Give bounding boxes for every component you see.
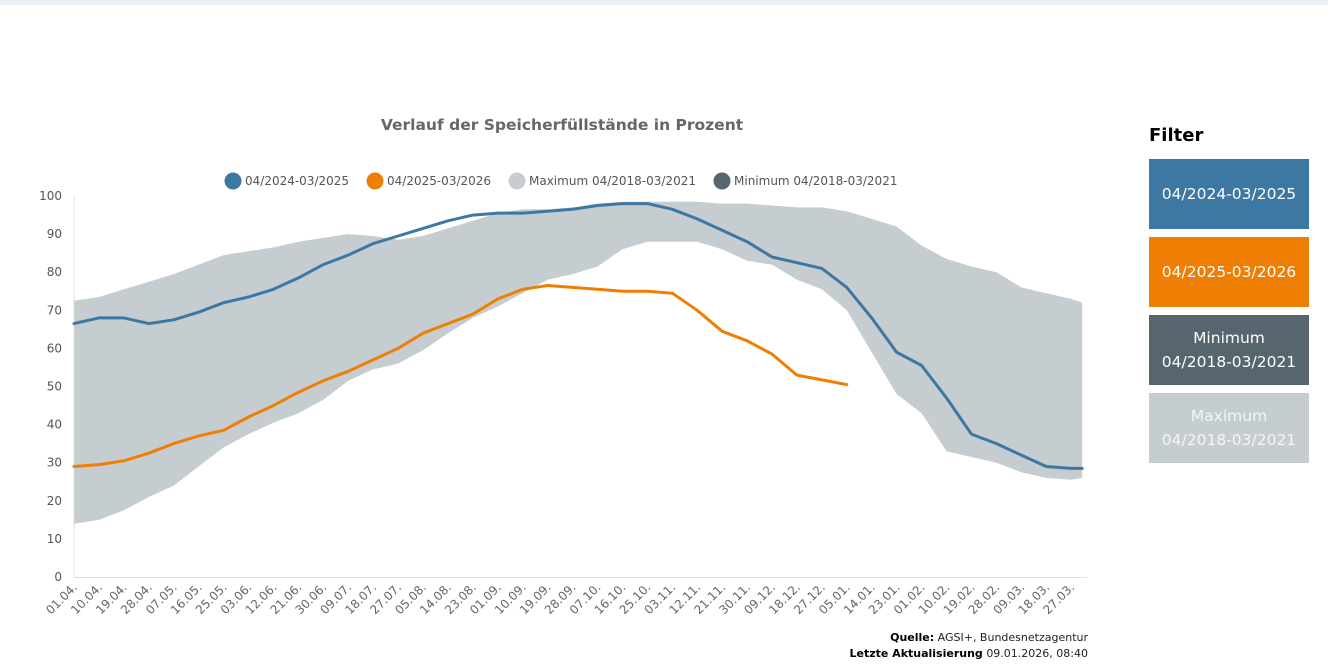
legend-label: 04/2024-03/2025 [245,174,349,188]
y-tick-label: 90 [47,227,62,241]
legend-label: 04/2025-03/2026 [387,174,491,188]
source-label: Quelle: [890,631,935,644]
legend-label: Minimum 04/2018-03/2021 [734,174,897,188]
min-max-band [74,201,1083,524]
chart-title: Verlauf der Speicherfüllstände in Prozen… [381,116,744,134]
legend-label: Maximum 04/2018-03/2021 [529,174,696,188]
y-tick-label: 50 [47,380,62,394]
y-tick-label: 70 [47,303,62,317]
source-value: AGSI+, Bundesnetzagentur [937,631,1088,644]
legend-marker [713,172,731,190]
y-tick-label: 60 [47,341,62,355]
y-tick-label: 80 [47,265,62,279]
chart-container: Verlauf der Speicherfüllstände in Prozen… [39,116,1087,617]
filter-button-label: 04/2025-03/2026 [1161,263,1297,281]
y-tick-label: 40 [47,418,62,432]
series-line-2025-2026 [72,284,849,468]
y-tick-label: 100 [39,189,62,203]
legend-marker [224,172,242,190]
band-layer [74,201,1083,524]
storage-chart: Verlauf der Speicherfüllstände in Prozen… [39,116,1087,617]
filter-button-label: Minimum [1193,329,1265,347]
filter-title: Filter [1149,125,1204,146]
filter-button-label: Maximum [1190,407,1268,425]
legend-marker [508,172,526,190]
y-tick-label: 10 [47,532,62,546]
filter-button-sublabel: 04/2018-03/2021 [1161,431,1297,449]
last-update-label: Letzte Aktualisierung [849,647,983,660]
y-tick-label: 30 [47,456,62,470]
filter-button-label: 04/2024-03/2025 [1161,185,1297,203]
filter-button-minimum[interactable]: Minimum 04/2018-03/2021 [1149,315,1309,385]
filter-button-sublabel: 04/2018-03/2021 [1161,353,1297,371]
last-update-line: Letzte Aktualisierung 09.01.2026, 08:40 [850,647,1089,660]
y-tick-label: 0 [54,570,62,584]
y-tick-label: 20 [47,494,62,508]
last-update-value: 09.01.2026, 08:40 [986,647,1088,660]
legend: 04/2024-03/2025 04/2025-03/2026 Maximum 04… [224,172,897,190]
source-line: Quelle: AGSI+, Bundesnetzagentur [890,631,1088,644]
filter-button-2025-2026[interactable]: 04/2025-03/2026 [1149,237,1309,307]
legend-marker [366,172,384,190]
filter-button-2024-2025[interactable]: 04/2024-03/2025 [1149,159,1309,229]
series-layer [72,202,1084,470]
series-line-2024-2025 [72,202,1084,470]
filter-button-maximum[interactable]: Maximum 04/2018-03/2021 [1149,393,1309,463]
top-bar [0,0,1328,5]
filter-panel: Filter 04/2024-03/2025 04/2025-03/2026 M… [1149,124,1309,471]
